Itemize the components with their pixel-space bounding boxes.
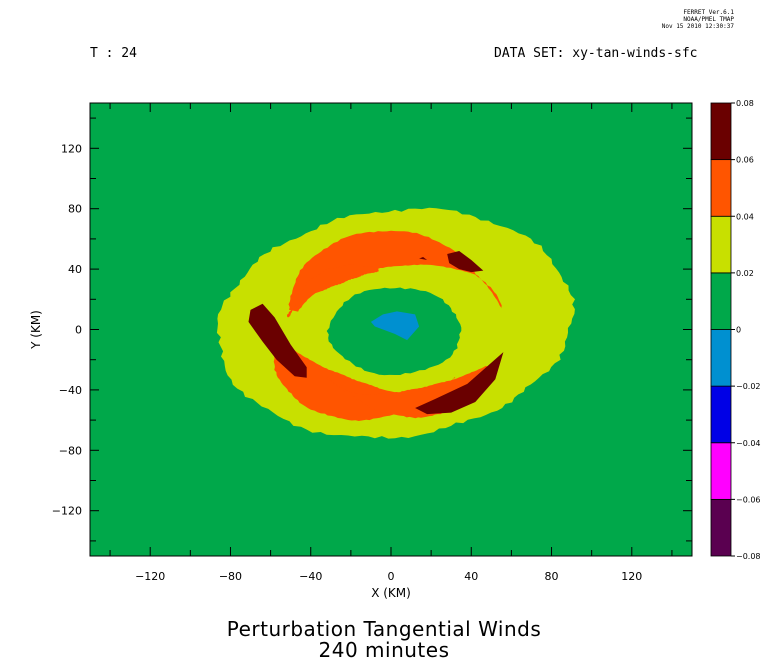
maximum-southeast (415, 352, 504, 415)
colorbar-label: −0.06 (736, 495, 761, 504)
colorbar-label: 0.02 (736, 269, 754, 278)
colorbar-label: 0.04 (736, 212, 754, 221)
time-label: T : 24 (90, 46, 137, 61)
y-tick-label: 40 (68, 263, 82, 276)
x-axis-label: X (KM) (371, 586, 411, 600)
y-tick-label: −80 (59, 444, 82, 457)
x-tick-label: −40 (299, 570, 322, 583)
colorbar-swatch (710, 442, 732, 500)
y-tick-label: −120 (52, 505, 82, 518)
colorbar-label: −0.04 (736, 439, 761, 448)
y-tick-label: −40 (59, 384, 82, 397)
x-tick-label: 0 (388, 570, 395, 583)
eye-negative (370, 311, 420, 341)
colorbar-label: 0.08 (736, 99, 754, 108)
spiral-band-inner (287, 264, 379, 318)
colorbar-swatch (710, 159, 732, 217)
ferret-version: FERRET Ver.6.1 (683, 9, 734, 16)
colorbar-label: −0.08 (736, 552, 761, 561)
spiral-band-north (288, 230, 502, 312)
colorbar-label: 0 (736, 326, 741, 335)
colorbar-label: 0.06 (736, 156, 754, 165)
x-tick-label: 120 (621, 570, 642, 583)
y-axis-label: Y (KM) (29, 310, 43, 350)
ferret-date: Nov 15 2010 12:30:37 (661, 23, 734, 30)
x-tick-label: −80 (219, 570, 242, 583)
chart-title: Perturbation Tangential Winds (226, 617, 542, 641)
x-tick-label: 40 (464, 570, 478, 583)
colorbar-swatch (710, 272, 732, 330)
colorbar-swatch (710, 385, 732, 444)
colorbar-swatch (710, 329, 732, 387)
colorbar-swatch (710, 215, 732, 274)
maximum-west (248, 303, 307, 378)
colorbar-label: −0.02 (736, 382, 761, 391)
maximum-north (447, 251, 484, 273)
ferret-stamp: FERRET Ver.6.1 NOAA/PMEL TMAP Nov 15 201… (662, 9, 734, 30)
y-tick-label: 120 (61, 142, 82, 155)
x-tick-label: 80 (545, 570, 559, 583)
y-tick-label: 80 (68, 203, 82, 216)
colorbar-swatch (710, 102, 732, 161)
colorbar-swatch (710, 498, 732, 557)
x-tick-label: −120 (135, 570, 165, 583)
ferret-org: NOAA/PMEL TMAP (683, 16, 734, 23)
chart-subtitle: 240 minutes (318, 638, 450, 662)
maximum-speck (419, 257, 428, 260)
y-tick-label: 0 (75, 324, 82, 337)
dataset-label: DATA SET: xy-tan-winds-sfc (494, 46, 698, 61)
field-contours (216, 207, 575, 439)
